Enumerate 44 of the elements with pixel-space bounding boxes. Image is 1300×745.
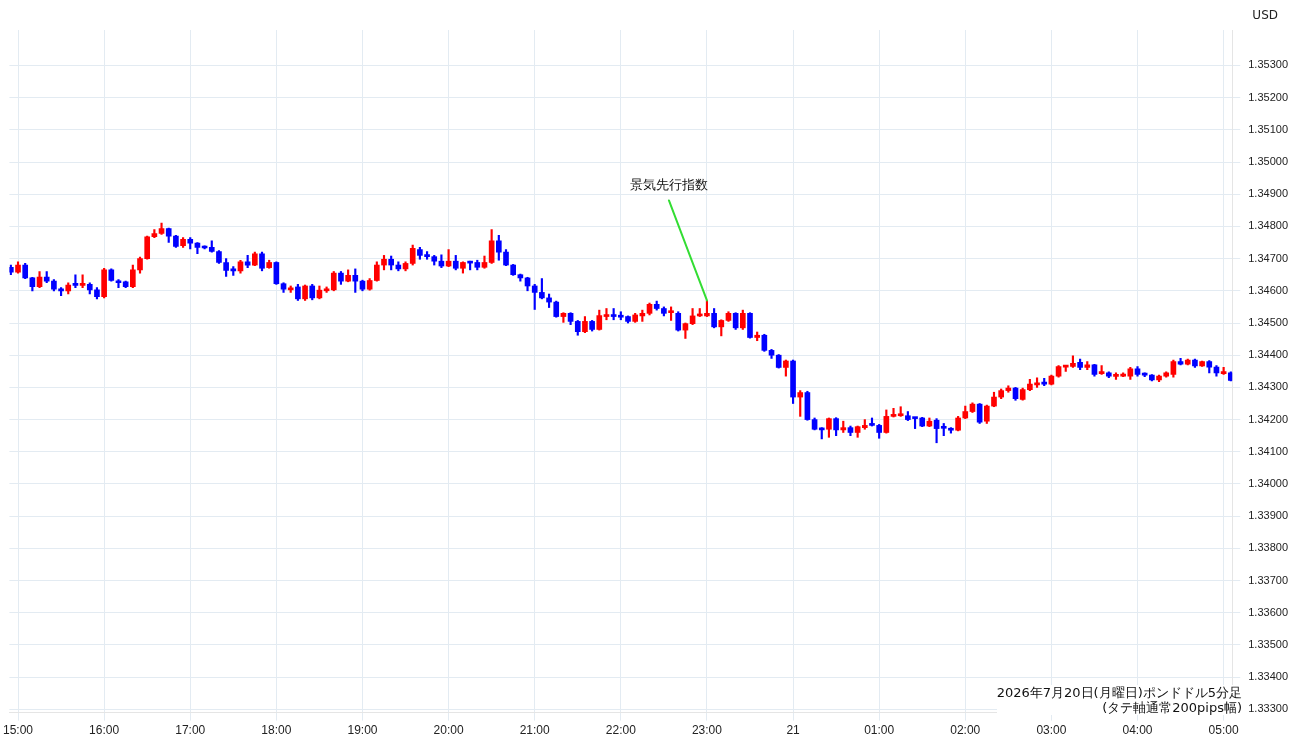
y-tick-label: 1.34300 (1248, 380, 1288, 393)
y-tick-label: 1.34400 (1248, 348, 1288, 361)
y-tick-label: 1.35000 (1248, 155, 1288, 168)
y-tick-label: 1.34700 (1248, 251, 1288, 264)
y-tick-label: 1.33700 (1248, 573, 1288, 586)
y-tick-label: 1.34100 (1248, 444, 1288, 457)
annotation: (タテ軸通常200pips幅) (1101, 700, 1242, 715)
x-tick-label: 20:00 (433, 723, 464, 738)
y-tick-label: 1.33900 (1248, 509, 1288, 522)
x-tick-label: 15:00 (3, 723, 34, 738)
candlestick (115, 279, 122, 288)
x-tick-label: 18:00 (261, 723, 292, 738)
y-tick-label: 1.34600 (1248, 283, 1288, 296)
y-tick-label: 1.33400 (1248, 670, 1288, 683)
y-tick-label: 1.35100 (1248, 122, 1288, 135)
x-tick-label: 05:00 (1208, 723, 1239, 738)
y-tick-label: 1.34200 (1248, 412, 1288, 425)
x-tick-label: 21 (786, 723, 801, 738)
x-tick-label: 16:00 (89, 723, 120, 738)
x-tick-label: 21:00 (519, 723, 551, 738)
y-tick-label: 1.34800 (1248, 219, 1288, 232)
y-tick-label: 1.34000 (1248, 477, 1288, 490)
x-tick-label: 19:00 (347, 723, 378, 738)
y-tick-label: 1.35300 (1248, 58, 1288, 71)
x-tick-label: 02:00 (950, 723, 981, 738)
y-tick-label: 1.33600 (1248, 605, 1288, 618)
annotation: 2026年7月20日(月曜日)ポンドドル5分足 (996, 685, 1242, 700)
y-tick-label: 1.35200 (1248, 90, 1288, 103)
x-tick-label: 04:00 (1122, 723, 1153, 738)
y-tick-label: 1.33500 (1248, 638, 1288, 651)
x-tick-label: 03:00 (1036, 723, 1067, 738)
x-tick-label: 22:00 (605, 723, 637, 738)
y-tick-label: 1.34900 (1248, 187, 1288, 200)
annotation: 景気先行指数 (629, 177, 708, 193)
candlestick (890, 408, 897, 418)
y-tick-label: 1.33300 (1248, 702, 1288, 715)
candlestick (603, 308, 610, 321)
candlestick (72, 274, 79, 288)
y-axis-title: USD (1252, 8, 1278, 22)
x-tick-label: 01:00 (864, 723, 895, 738)
y-tick-label: 1.33800 (1248, 541, 1288, 554)
x-tick-label: 17:00 (175, 723, 206, 738)
y-tick-label: 1.34500 (1248, 316, 1288, 329)
x-tick-label: 23:00 (691, 723, 723, 738)
